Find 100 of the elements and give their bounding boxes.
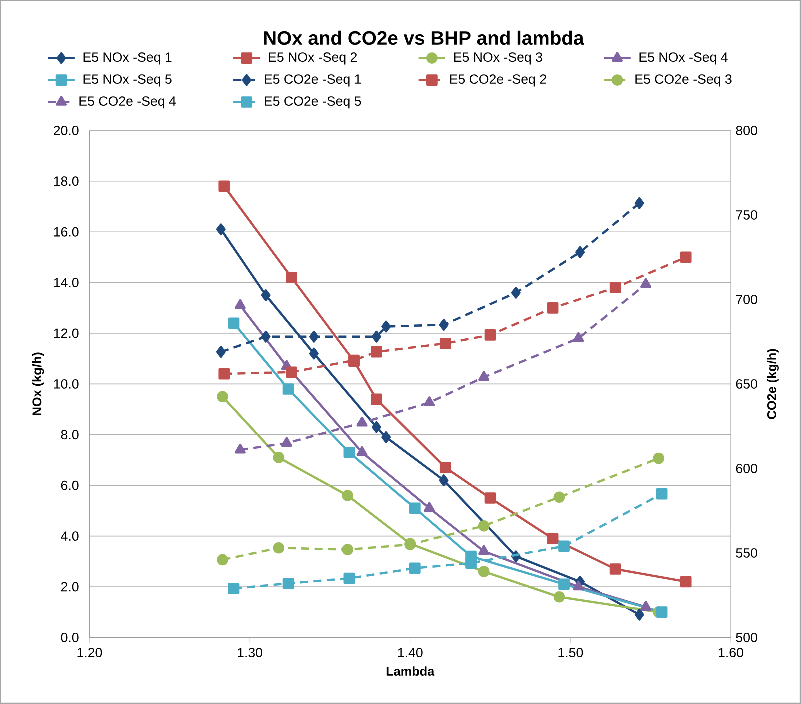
y-tick-label: 8.0 <box>61 430 79 440</box>
point <box>409 502 421 514</box>
point <box>558 578 570 590</box>
legend-label: E5 NOx -Seq 1 <box>84 52 172 65</box>
y-tick-label: 2.0 <box>61 582 79 592</box>
point <box>478 566 490 578</box>
y-axis-title: NOx (kg/h) <box>32 352 44 416</box>
point <box>273 452 285 464</box>
point <box>653 452 665 464</box>
point <box>610 282 622 294</box>
point <box>547 302 559 314</box>
y2-tick-label: 750 <box>736 210 758 220</box>
point <box>439 474 449 486</box>
point <box>424 502 436 512</box>
point <box>273 542 285 554</box>
legend-label: E5 CO2e -Seq 2 <box>450 74 546 87</box>
y-tick-label: 16.0 <box>54 227 79 237</box>
point <box>371 394 382 406</box>
point <box>547 533 559 544</box>
point <box>573 332 584 342</box>
x-tick-label: 1.30 <box>238 648 262 658</box>
y-tick-label: 18.0 <box>54 176 79 186</box>
point <box>342 544 354 556</box>
point <box>286 272 298 284</box>
point <box>478 545 490 556</box>
point <box>410 562 421 574</box>
point <box>484 492 496 504</box>
point <box>217 391 228 403</box>
point <box>478 520 490 532</box>
point <box>484 330 496 341</box>
point <box>234 444 246 454</box>
y2-tick-label: 500 <box>736 632 758 642</box>
point <box>356 446 368 456</box>
y-tick-label: 14.0 <box>54 278 79 288</box>
point <box>554 591 566 603</box>
legend-label: E5 NOx -Seq 4 <box>640 52 728 65</box>
point <box>610 564 622 575</box>
point <box>281 437 292 448</box>
y-tick-label: 0.0 <box>61 632 79 642</box>
point <box>640 601 652 611</box>
point <box>216 224 226 236</box>
y2-tick-label: 700 <box>736 294 758 304</box>
x-tick-label: 1.40 <box>398 648 423 658</box>
x-axis-title: Lambda <box>386 666 435 676</box>
point <box>217 554 228 566</box>
point <box>424 396 436 406</box>
point <box>382 320 392 333</box>
y-tick-label: 4.0 <box>61 532 79 542</box>
point <box>228 318 240 330</box>
point <box>286 366 298 378</box>
point <box>478 371 490 382</box>
y2-tick-label: 550 <box>736 548 758 558</box>
legend-label: E5 NOx -Seq 5 <box>84 74 172 87</box>
point <box>634 197 644 210</box>
point <box>511 287 521 299</box>
legend-label: E5 CO2e -Seq 4 <box>80 96 176 109</box>
point <box>656 488 668 500</box>
point <box>573 580 584 591</box>
point <box>309 348 319 360</box>
point <box>218 180 230 192</box>
point <box>342 490 354 502</box>
legend-label: E5 CO2e -Seq 1 <box>265 74 362 87</box>
point <box>640 278 652 288</box>
point <box>371 346 382 358</box>
x-tick-label: 1.50 <box>558 648 584 658</box>
y-tick-label: 6.0 <box>61 480 79 490</box>
point <box>440 462 452 474</box>
point <box>680 576 692 588</box>
point <box>218 368 230 380</box>
point <box>382 431 392 444</box>
legend-label: E5 NOx -Seq 2 <box>269 52 358 65</box>
point <box>356 416 368 427</box>
y-tick-label: 12.0 <box>54 328 79 338</box>
point <box>344 446 356 458</box>
point <box>656 606 668 618</box>
x-tick-label: 1.20 <box>78 648 102 658</box>
point <box>576 246 586 258</box>
legend-label: E5 NOx -Seq 3 <box>454 52 542 65</box>
y-tick-label: 20.0 <box>54 126 79 136</box>
legend-label: E5 CO2e -Seq 3 <box>636 74 732 87</box>
y2-tick-label: 650 <box>736 379 758 389</box>
point <box>282 578 294 590</box>
point <box>216 346 226 358</box>
x-tick-label: 1.60 <box>719 648 744 658</box>
point <box>282 384 294 395</box>
y2-tick-label: 600 <box>736 464 758 474</box>
point <box>558 540 570 552</box>
legend-label: E5 CO2e -Seq 5 <box>265 96 362 109</box>
point <box>234 299 246 310</box>
point <box>261 330 271 343</box>
point <box>680 252 692 264</box>
point <box>228 583 240 594</box>
point <box>466 558 477 569</box>
point <box>554 492 566 504</box>
point <box>372 421 382 434</box>
point <box>440 338 452 350</box>
y2-axis-title: CO2e (kg/h) <box>767 349 779 420</box>
point <box>634 608 644 621</box>
point <box>344 572 356 584</box>
point <box>372 330 382 343</box>
